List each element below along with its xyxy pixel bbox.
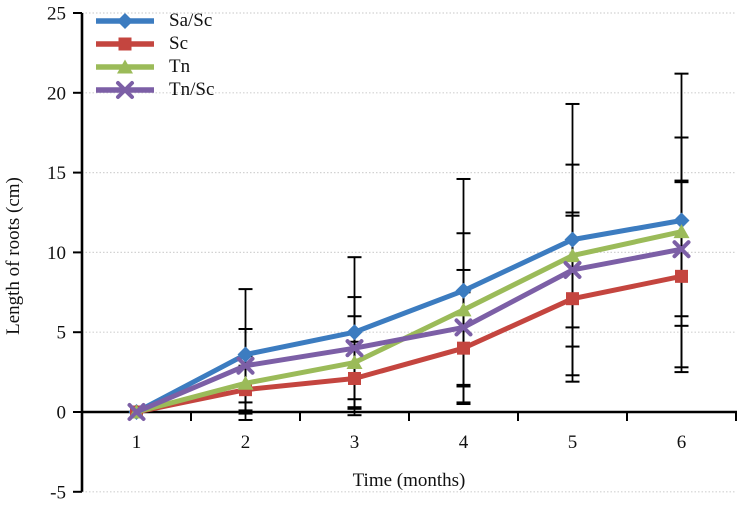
marker-x: [236, 356, 255, 375]
marker-x: [563, 260, 582, 279]
legend-sample-tn: [96, 59, 154, 73]
marker-square: [457, 341, 470, 355]
marker-x: [127, 403, 146, 421]
marker-diamond: [673, 212, 690, 229]
marker-diamond: [455, 282, 472, 299]
marker-x: [345, 339, 364, 358]
marker-diamond: [346, 324, 363, 341]
marker-diamond-legend: [117, 12, 133, 29]
legend: Sa/Sc Sc Tn Tn/Sc: [94, 9, 214, 101]
x-tick-label: 6: [677, 432, 687, 453]
legend-item-sc: Sc: [94, 32, 214, 55]
series-line-sc: [134, 273, 684, 415]
x-tick-label: 5: [568, 432, 578, 453]
marker-square: [566, 292, 579, 306]
marker-square: [675, 269, 688, 283]
legend-item-tn: Tn: [94, 55, 214, 78]
marker-triangle: [673, 224, 690, 239]
series-line-tn-sc: [134, 246, 684, 415]
legend-item-sa-sc: Sa/Sc: [94, 9, 214, 32]
y-axis-title: Length of roots (cm): [3, 177, 24, 335]
marker-triangle: [455, 302, 472, 317]
legend-sample-sc: [96, 37, 154, 50]
marker-x: [454, 318, 473, 337]
series-line-tn: [134, 229, 684, 415]
x-tick-label: 1: [132, 432, 142, 453]
marker-diamond: [564, 231, 581, 248]
marker-x: [672, 240, 691, 259]
marker-triangle-legend: [117, 59, 133, 73]
marker-triangle: [564, 248, 581, 263]
y-tick-label: 20: [47, 83, 66, 104]
legend-label-sa-sc: Sa/Sc: [169, 10, 213, 31]
marker-triangle: [237, 375, 254, 390]
legend-item-tn-sc: Tn/Sc: [94, 78, 214, 101]
y-tick-label: 10: [47, 243, 66, 264]
y-tick-label: 5: [57, 323, 67, 344]
legend-sample-tn-sc: [96, 80, 154, 99]
series-line-sa-sc: [134, 217, 684, 415]
marker-square: [348, 371, 361, 385]
y-tick-label: 0: [57, 403, 67, 424]
legend-label-tn: Tn: [169, 56, 191, 77]
x-axis-title: Time (months): [352, 470, 466, 491]
x-tick-label: 4: [459, 432, 469, 453]
marker-x-legend: [116, 80, 134, 99]
y-tick-label: -5: [50, 482, 66, 503]
x-tick-label: 2: [241, 432, 251, 453]
legend-sample-sa-sc: [96, 12, 154, 29]
legend-label-tn-sc: Tn/Sc: [169, 79, 215, 100]
x-tick-label: 3: [350, 432, 360, 453]
y-tick-label: 25: [47, 4, 66, 25]
y-tick-label: 15: [47, 163, 66, 184]
marker-triangle: [346, 355, 363, 370]
legend-label-sc: Sc: [169, 33, 188, 54]
marker-diamond: [237, 346, 254, 363]
marker-square-legend: [118, 37, 132, 50]
